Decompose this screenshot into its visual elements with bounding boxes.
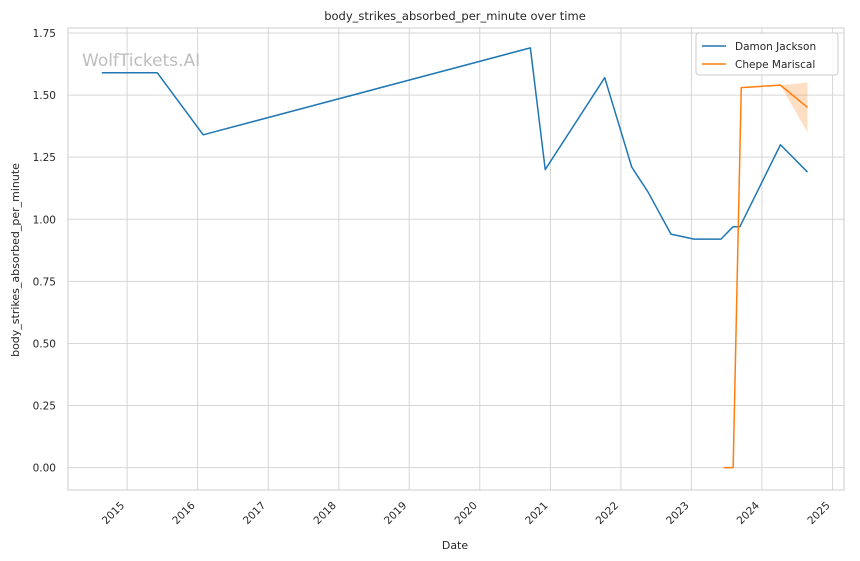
x-tick-label: 2018 xyxy=(312,500,339,527)
x-tick-label: 2023 xyxy=(664,500,691,527)
y-tick-label: 1.50 xyxy=(33,90,56,102)
y-tick-label: 0.25 xyxy=(33,401,56,413)
plot-frame xyxy=(67,27,845,491)
legend-label-damon-jackson: Damon Jackson xyxy=(735,41,816,53)
watermark: WolfTickets.AI xyxy=(82,51,200,71)
band-layer xyxy=(780,82,808,133)
grid-layer xyxy=(68,28,844,490)
y-tick-label: 1.75 xyxy=(33,28,56,40)
y-tick-label: 1.25 xyxy=(33,152,56,164)
y-tick-label: 0.50 xyxy=(33,338,56,350)
y-tick-label: 0.75 xyxy=(33,276,56,288)
x-tick-label: 2024 xyxy=(735,499,763,527)
y-axis-label: body_strikes_absorbed_per_minute xyxy=(9,163,22,357)
y-tick-label: 1.00 xyxy=(33,214,56,226)
legend: Damon Jackson Chepe Mariscal xyxy=(695,32,839,76)
x-tick-label: 2015 xyxy=(100,500,127,527)
plot-area xyxy=(68,28,844,490)
x-tick-label: 2016 xyxy=(170,499,198,527)
legend-box xyxy=(695,32,839,76)
y-tick-labels: 0.00 0.25 0.50 0.75 1.00 1.25 1.50 1.75 xyxy=(33,28,56,475)
confidence-band-chepe-mariscal xyxy=(780,82,808,133)
chart-title: body_strikes_absorbed_per_minute over ti… xyxy=(324,9,586,23)
x-axis-label: Date xyxy=(442,539,469,552)
legend-label-chepe-mariscal: Chepe Mariscal xyxy=(735,59,815,71)
series-line-chepe-mariscal xyxy=(723,84,808,469)
y-tick-label: 0.00 xyxy=(33,463,56,475)
x-tick-labels: 2015 2016 2017 2018 2019 2020 2021 2022 2023 2024… xyxy=(100,499,833,527)
x-tick-label: 2020 xyxy=(452,500,479,527)
x-tick-label: 2022 xyxy=(594,500,621,527)
x-tick-label: 2021 xyxy=(523,500,550,527)
x-tick-label: 2017 xyxy=(241,500,268,527)
x-tick-label: 2025 xyxy=(805,500,832,527)
x-tick-label: 2019 xyxy=(382,500,409,527)
series-layer xyxy=(101,47,809,469)
